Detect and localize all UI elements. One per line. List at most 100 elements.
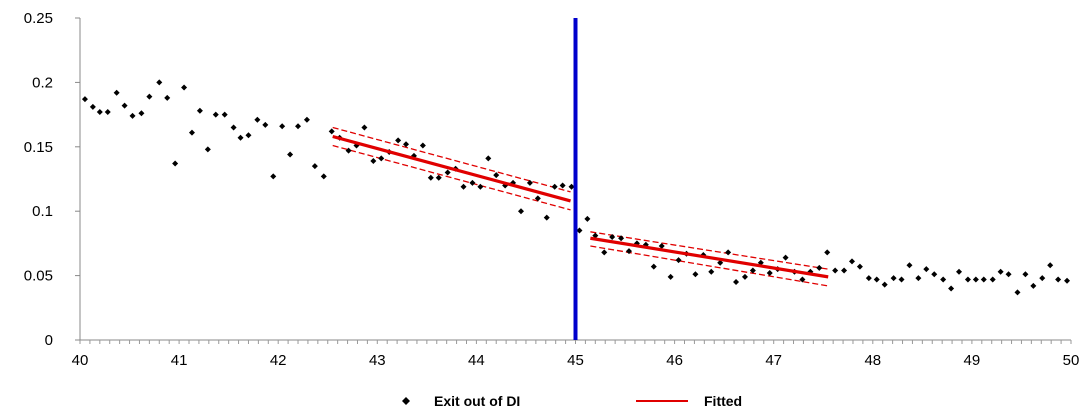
data-point [138,110,145,117]
data-point [964,276,971,283]
data-point [204,146,211,153]
x-tick-label: 43 [369,352,386,369]
x-tick-label: 50 [1063,352,1080,369]
x-tick-label: 46 [666,352,683,369]
data-point [841,267,848,274]
data-point [551,183,558,190]
x-tick-label: 48 [864,352,881,369]
data-point [156,79,163,86]
data-point [915,275,922,282]
data-point [675,257,682,264]
data-point [96,109,103,116]
data-point [361,124,368,131]
data-point [395,137,402,144]
x-tick-label: 49 [964,352,981,369]
data-point [403,141,410,148]
data-point [493,172,500,179]
x-tick-labels: 40 41 42 43 44 45 46 47 48 49 50 [72,352,1080,369]
data-point [311,163,318,170]
data-point [1039,275,1046,282]
data-point [270,173,277,180]
data-point [146,93,153,100]
data-point [526,179,533,186]
y-tick-label: 0 [45,332,53,349]
data-point [799,276,806,283]
data-point [427,174,434,181]
axes [75,17,1072,344]
data-point [320,173,327,180]
data-point [873,276,880,283]
y-tick-label: 0.25 [24,10,53,27]
data-point [517,208,524,215]
data-point [890,275,897,282]
x-tick-label: 44 [468,352,485,369]
data-point [1064,277,1071,284]
data-point [245,132,252,139]
data-point [626,248,633,255]
fitted-upper-bound [332,126,571,193]
y-tick-labels: 0 0.05 0.1 0.15 0.2 0.25 [24,10,53,349]
data-point [865,275,872,282]
data-point [618,235,625,242]
data-point [113,89,120,96]
data-point [568,183,575,190]
x-tick-label: 42 [270,352,287,369]
data-point [328,128,335,135]
fitted-line [590,236,829,279]
data-point [997,268,1004,275]
data-point [972,276,979,283]
data-point [534,195,541,202]
data-point [181,84,188,91]
data-point [1030,282,1037,289]
data-point [444,169,451,176]
data-point [188,129,195,136]
data-point [196,107,203,114]
data-point [766,270,773,277]
data-point [543,214,550,221]
data-point [584,215,591,222]
y-tick-label: 0.1 [32,203,53,220]
data-point [650,263,657,270]
y-tick-label: 0.2 [32,74,53,91]
data-point [692,271,699,278]
data-point [931,271,938,278]
data-point [717,259,724,266]
data-point [708,268,715,275]
data-point [435,174,442,181]
data-point [824,249,831,256]
data-point [212,111,219,118]
data-point [164,94,171,101]
fitted-lower-bound [332,144,571,211]
data-point [172,160,179,167]
fitted-lines [332,134,829,279]
legend-label-exit: Exit out of DI [434,393,520,409]
data-point [948,285,955,292]
data-point [956,268,963,275]
data-point [254,116,261,123]
data-point [940,276,947,283]
data-point [609,233,616,240]
x-tick-label: 40 [72,352,89,369]
data-point [881,281,888,288]
data-point [1005,271,1012,278]
data-point [898,276,905,283]
data-point [279,123,286,130]
data-point [345,147,352,154]
data-point [1047,262,1054,269]
data-point [303,116,310,123]
data-point [460,183,467,190]
data-point [477,183,484,190]
data-point [749,267,756,274]
data-point [782,254,789,261]
data-point [1014,289,1021,296]
data-point [485,155,492,162]
data-point [592,232,599,239]
fitted-line [332,134,571,203]
data-point [923,266,930,273]
data-point [658,242,665,249]
data-point [725,249,732,256]
data-point [287,151,294,158]
data-point [230,124,237,131]
data-point [104,109,111,116]
